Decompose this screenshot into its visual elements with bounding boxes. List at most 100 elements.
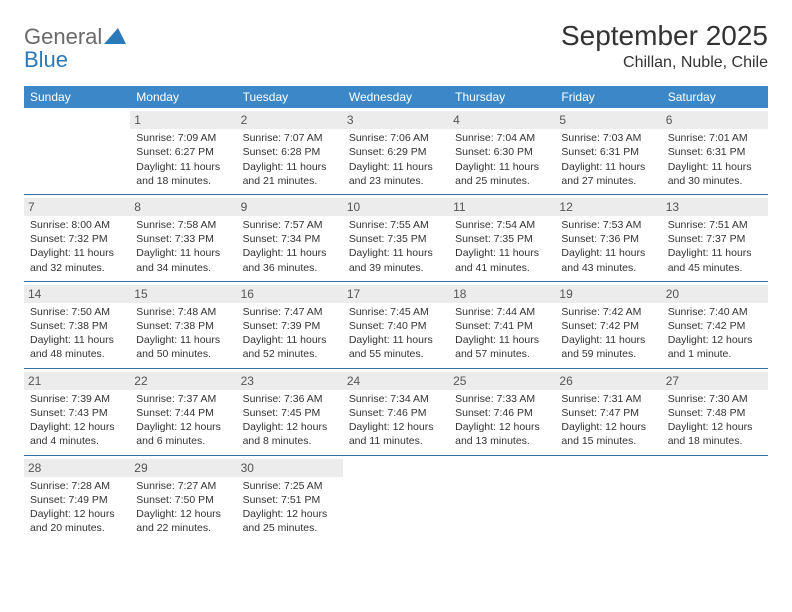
- day-info-line: Daylight: 12 hours and 8 minutes.: [243, 420, 337, 448]
- day-info-line: Sunrise: 7:34 AM: [349, 392, 443, 406]
- day-number: 3: [343, 111, 449, 129]
- day-info-line: Sunset: 6:27 PM: [136, 145, 230, 159]
- day-cell: 16Sunrise: 7:47 AMSunset: 7:39 PMDayligh…: [237, 282, 343, 368]
- day-info-line: Daylight: 11 hours and 25 minutes.: [455, 160, 549, 188]
- day-number: 28: [24, 459, 130, 477]
- day-cell: 11 Sunrise: 7:54 AMSunset: 7:35 PMDayligh…: [449, 195, 555, 281]
- day-number: 13: [662, 198, 768, 216]
- day-info-line: Daylight: 11 hours and 32 minutes.: [30, 246, 124, 274]
- day-info-line: Daylight: 11 hours and 30 minutes.: [668, 160, 762, 188]
- day-info-line: Sunrise: 7:54 AM: [455, 218, 549, 232]
- day-info-line: Sunset: 7:46 PM: [455, 406, 549, 420]
- day-number: 22: [130, 372, 236, 390]
- day-info-line: Daylight: 12 hours and 11 minutes.: [349, 420, 443, 448]
- day-number: 15: [130, 285, 236, 303]
- day-info-line: Daylight: 12 hours and 15 minutes.: [561, 420, 655, 448]
- weekday-saturday: Saturday: [662, 86, 768, 108]
- day-cell: 28Sunrise: 7:28 AMSunset: 7:49 PMDayligh…: [24, 456, 130, 542]
- day-info-line: Daylight: 12 hours and 22 minutes.: [136, 507, 230, 535]
- day-info-line: Daylight: 11 hours and 23 minutes.: [349, 160, 443, 188]
- calendar: SundayMondayTuesdayWednesdayThursdayFrid…: [24, 86, 768, 541]
- day-info-line: Sunset: 6:28 PM: [243, 145, 337, 159]
- day-info-line: Sunset: 6:31 PM: [668, 145, 762, 159]
- day-cell: [24, 108, 130, 194]
- day-info-line: Daylight: 12 hours and 4 minutes.: [30, 420, 124, 448]
- day-number: 20: [662, 285, 768, 303]
- day-cell: 5Sunrise: 7:03 AMSunset: 6:31 PMDaylight…: [555, 108, 661, 194]
- day-info-line: Sunset: 7:47 PM: [561, 406, 655, 420]
- day-info-line: Sunrise: 7:03 AM: [561, 131, 655, 145]
- logo-text-blue: Blue: [24, 47, 68, 72]
- day-number: 4: [449, 111, 555, 129]
- day-cell: 22Sunrise: 7:37 AMSunset: 7:44 PMDayligh…: [130, 369, 236, 455]
- day-info-line: Daylight: 11 hours and 34 minutes.: [136, 246, 230, 274]
- day-info-line: Sunrise: 7:06 AM: [349, 131, 443, 145]
- logo-triangle-icon: [104, 28, 126, 49]
- day-info-line: Sunset: 7:51 PM: [243, 493, 337, 507]
- day-info-line: Sunrise: 7:47 AM: [243, 305, 337, 319]
- week-row: 7Sunrise: 8:00 AMSunset: 7:32 PMDaylight…: [24, 195, 768, 282]
- day-info-line: Daylight: 11 hours and 50 minutes.: [136, 333, 230, 361]
- day-cell: 10Sunrise: 7:55 AMSunset: 7:35 PMDayligh…: [343, 195, 449, 281]
- day-cell: 23Sunrise: 7:36 AMSunset: 7:45 PMDayligh…: [237, 369, 343, 455]
- day-info-line: Sunrise: 7:07 AM: [243, 131, 337, 145]
- day-info-line: Sunset: 7:41 PM: [455, 319, 549, 333]
- weekday-header-row: SundayMondayTuesdayWednesdayThursdayFrid…: [24, 86, 768, 108]
- day-number: 27: [662, 372, 768, 390]
- day-number: 25: [449, 372, 555, 390]
- day-number: 12: [555, 198, 661, 216]
- week-row: 14Sunrise: 7:50 AMSunset: 7:38 PMDayligh…: [24, 282, 768, 369]
- day-cell: 8Sunrise: 7:58 AMSunset: 7:33 PMDaylight…: [130, 195, 236, 281]
- day-cell: [662, 456, 768, 542]
- day-info-line: Sunrise: 7:39 AM: [30, 392, 124, 406]
- day-info-line: Daylight: 11 hours and 59 minutes.: [561, 333, 655, 361]
- day-info-line: Sunset: 6:31 PM: [561, 145, 655, 159]
- logo: General Blue: [24, 20, 126, 72]
- day-number: 10: [343, 198, 449, 216]
- day-info-line: Daylight: 12 hours and 13 minutes.: [455, 420, 549, 448]
- day-info-line: Sunset: 7:42 PM: [561, 319, 655, 333]
- day-info-line: Sunset: 7:42 PM: [668, 319, 762, 333]
- day-cell: 21 Sunrise: 7:39 AMSunset: 7:43 PMDayligh…: [24, 369, 130, 455]
- day-info-line: Sunset: 7:34 PM: [243, 232, 337, 246]
- day-cell: 6Sunrise: 7:01 AMSunset: 6:31 PMDaylight…: [662, 108, 768, 194]
- day-cell: 29Sunrise: 7:27 AMSunset: 7:50 PMDayligh…: [130, 456, 236, 542]
- day-number: 1: [130, 111, 236, 129]
- day-info-line: Sunset: 7:32 PM: [30, 232, 124, 246]
- day-info-line: Daylight: 11 hours and 55 minutes.: [349, 333, 443, 361]
- day-cell: 26Sunrise: 7:31 AMSunset: 7:47 PMDayligh…: [555, 369, 661, 455]
- day-cell: [449, 456, 555, 542]
- weekday-monday: Monday: [130, 86, 236, 108]
- day-cell: 24Sunrise: 7:34 AMSunset: 7:46 PMDayligh…: [343, 369, 449, 455]
- weekday-wednesday: Wednesday: [343, 86, 449, 108]
- day-cell: 18Sunrise: 7:44 AMSunset: 7:41 PMDayligh…: [449, 282, 555, 368]
- month-title: September 2025: [561, 20, 768, 52]
- day-number: 7: [24, 198, 130, 216]
- day-info-line: Sunset: 7:35 PM: [455, 232, 549, 246]
- weekday-thursday: Thursday: [449, 86, 555, 108]
- day-cell: 12Sunrise: 7:53 AMSunset: 7:36 PMDayligh…: [555, 195, 661, 281]
- day-info-line: Sunset: 7:44 PM: [136, 406, 230, 420]
- day-info-line: Sunset: 7:43 PM: [30, 406, 124, 420]
- day-info-line: Sunset: 7:38 PM: [136, 319, 230, 333]
- day-number: 19: [555, 285, 661, 303]
- weeks-container: 1Sunrise: 7:09 AMSunset: 6:27 PMDaylight…: [24, 108, 768, 541]
- day-number: 2: [237, 111, 343, 129]
- day-info-line: Sunrise: 7:04 AM: [455, 131, 549, 145]
- day-info-line: Sunset: 7:39 PM: [243, 319, 337, 333]
- day-info-line: Daylight: 11 hours and 52 minutes.: [243, 333, 337, 361]
- day-info-line: Daylight: 11 hours and 48 minutes.: [30, 333, 124, 361]
- day-info-line: Sunrise: 7:45 AM: [349, 305, 443, 319]
- day-info-line: Sunrise: 7:57 AM: [243, 218, 337, 232]
- day-cell: 14Sunrise: 7:50 AMSunset: 7:38 PMDayligh…: [24, 282, 130, 368]
- day-info-line: Sunrise: 7:55 AM: [349, 218, 443, 232]
- day-info-line: Sunset: 7:48 PM: [668, 406, 762, 420]
- day-info-line: Sunrise: 7:28 AM: [30, 479, 124, 493]
- day-info-line: Sunset: 7:40 PM: [349, 319, 443, 333]
- day-info-line: Daylight: 11 hours and 41 minutes.: [455, 246, 549, 274]
- day-number: 6: [662, 111, 768, 129]
- day-number: 21: [24, 372, 130, 390]
- day-cell: [555, 456, 661, 542]
- day-number: 11: [449, 198, 555, 216]
- title-block: September 2025 Chillan, Nuble, Chile: [561, 20, 768, 72]
